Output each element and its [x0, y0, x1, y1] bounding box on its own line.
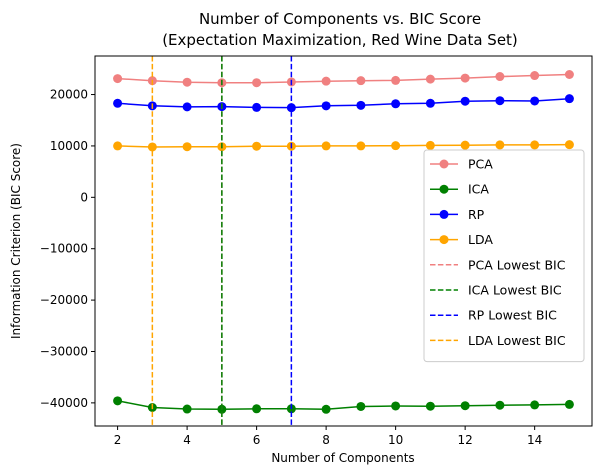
data-point-ica — [113, 396, 123, 406]
data-point-rp — [252, 102, 262, 112]
data-point-rp — [321, 101, 331, 111]
data-point-rp — [113, 98, 123, 108]
data-point-pca — [564, 70, 574, 79]
y-tick-label: 10000 — [50, 139, 88, 153]
data-point-ica — [495, 400, 505, 410]
data-point-ica — [530, 400, 540, 410]
legend-label: LDA — [468, 232, 493, 247]
data-point-lda — [391, 141, 401, 151]
x-tick-label: 10 — [388, 433, 403, 447]
data-point-lda — [495, 140, 505, 150]
chart-title: Number of Components vs. BIC Score — [199, 10, 481, 28]
data-point-lda — [182, 142, 192, 152]
data-point-lda — [425, 140, 435, 150]
y-axis-label: Information Criterion (BIC Score) — [9, 143, 23, 339]
data-point-pca — [113, 74, 123, 84]
legend-label: PCA — [468, 157, 493, 172]
data-point-rp — [391, 99, 401, 109]
legend-label: ICA — [468, 182, 489, 197]
data-point-lda — [460, 140, 470, 150]
y-tick-label: −20000 — [40, 293, 88, 307]
data-point-ica — [217, 404, 227, 414]
data-point-rp — [460, 96, 470, 106]
legend-swatch-marker — [439, 235, 449, 245]
legend-swatch-marker — [439, 159, 449, 169]
data-point-pca — [460, 73, 470, 83]
series-line-rp — [117, 97, 570, 109]
x-tick-label: 6 — [253, 433, 261, 447]
data-point-lda — [321, 141, 331, 151]
y-tick-label: −30000 — [40, 344, 88, 358]
data-point-rp — [425, 98, 435, 108]
data-point-lda — [564, 140, 574, 150]
legend-label: RP Lowest BIC — [468, 308, 557, 323]
x-tick-label: 12 — [458, 433, 473, 447]
y-tick-label: −40000 — [40, 396, 88, 410]
legend-label: LDA Lowest BIC — [468, 333, 566, 348]
plot-area — [113, 56, 574, 426]
data-point-lda — [113, 141, 123, 151]
data-point-pca — [425, 74, 435, 84]
legend-swatch-marker — [439, 209, 449, 219]
legend-label: RP — [468, 207, 485, 222]
x-axis-label: Number of Components — [271, 451, 414, 465]
data-point-lda — [252, 141, 262, 151]
data-point-ica — [391, 401, 401, 411]
data-point-lda — [530, 140, 540, 150]
data-point-ica — [425, 401, 435, 411]
data-point-pca — [356, 76, 366, 86]
data-point-pca — [530, 71, 540, 81]
legend-swatch-marker — [439, 184, 449, 194]
axes: 2 4 6 8 10 12 14 −40000 −30000 −20000 −10000 0 10000… — [40, 88, 543, 447]
x-tick-label: 14 — [527, 433, 542, 447]
data-point-rp — [182, 102, 192, 112]
data-point-rp — [356, 100, 366, 110]
data-point-lda — [356, 141, 366, 151]
x-tick-label: 4 — [183, 433, 191, 447]
data-point-rp — [530, 96, 540, 106]
y-tick-label: 20000 — [50, 88, 88, 102]
x-tick-label: 2 — [114, 433, 122, 447]
series-line-pca — [117, 73, 570, 84]
data-point-ica — [321, 404, 331, 414]
y-tick-label: −10000 — [40, 242, 88, 256]
series-line-lda — [117, 143, 570, 148]
data-point-pca — [252, 78, 262, 88]
data-point-ica — [252, 404, 262, 414]
data-point-rp — [564, 94, 574, 104]
chart-subtitle: (Expectation Maximization, Red Wine Data… — [162, 31, 518, 49]
data-point-pca — [182, 77, 192, 87]
data-point-rp — [495, 96, 505, 106]
data-point-ica — [564, 399, 574, 409]
data-point-pca — [391, 75, 401, 85]
data-point-ica — [356, 401, 366, 411]
data-point-ica — [460, 401, 470, 411]
series-line-ica — [117, 400, 570, 411]
legend: PCA ICA RP LDA PCA Lowest BIC ICA Lowest BIC R… — [423, 149, 585, 363]
legend-label: PCA Lowest BIC — [468, 257, 566, 272]
y-tick-label: 0 — [80, 190, 88, 204]
data-point-pca — [495, 72, 505, 82]
legend-label: ICA Lowest BIC — [468, 283, 562, 298]
data-point-ica — [182, 404, 192, 414]
x-tick-label: 8 — [322, 433, 330, 447]
plot-frame — [94, 55, 593, 427]
legend-box — [423, 149, 585, 363]
data-point-pca — [321, 76, 331, 86]
